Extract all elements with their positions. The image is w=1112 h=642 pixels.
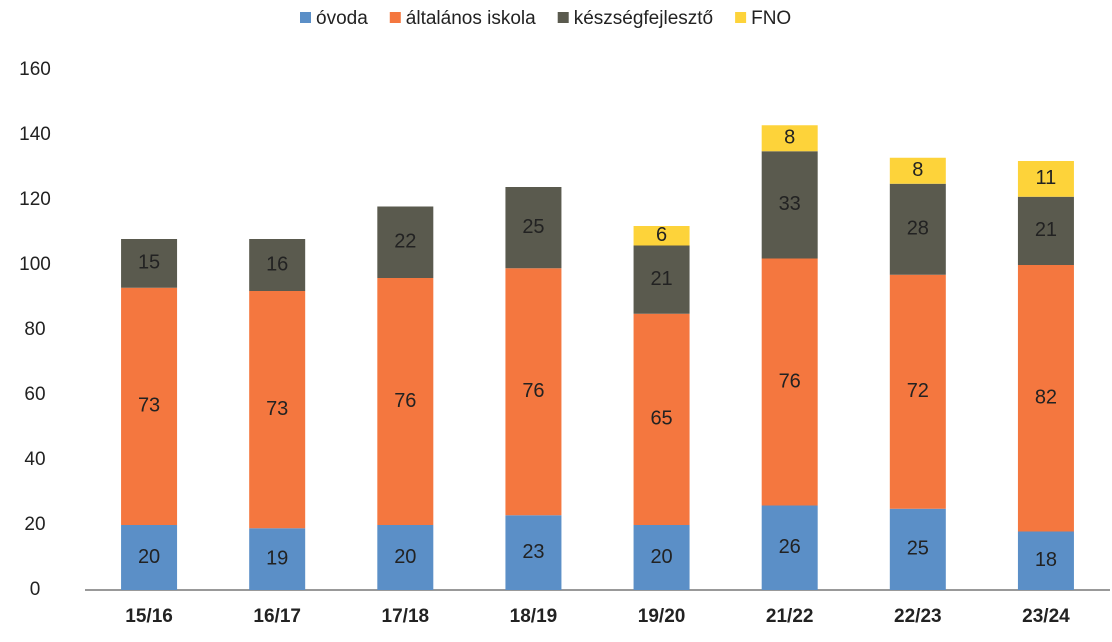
legend-swatch (557, 12, 569, 23)
data-label: 20 (138, 546, 160, 568)
data-label: 76 (394, 390, 416, 412)
data-label: 82 (1035, 387, 1057, 409)
x-tick-label: 16/17 (253, 606, 301, 627)
bar-segment (121, 287, 178, 525)
data-label: 23 (522, 541, 544, 563)
data-label: 25 (907, 538, 929, 560)
data-label: 21 (650, 268, 672, 290)
bar-segment (377, 206, 434, 278)
data-label: 25 (522, 216, 544, 238)
data-label: 8 (784, 127, 795, 149)
legend-label: általános iskola (406, 8, 536, 29)
x-tick-label: 15/16 (125, 606, 173, 627)
legend-label: óvoda (316, 8, 368, 29)
bar-segment (889, 274, 946, 509)
data-label: 16 (266, 253, 288, 275)
y-tick-label: 80 (24, 319, 45, 340)
data-label: 18 (1035, 549, 1057, 571)
legend-label: készségfejlesztő (574, 8, 713, 29)
data-label: 21 (1035, 219, 1057, 241)
y-tick-label: 40 (24, 449, 45, 470)
x-tick-label: 19/20 (638, 606, 686, 627)
x-tick-label: 22/23 (894, 606, 942, 627)
bar-segment (889, 183, 946, 275)
bar-segment (505, 187, 562, 269)
data-label: 20 (394, 546, 416, 568)
bar-segment (1017, 265, 1074, 532)
bar-segment (249, 239, 306, 291)
x-tick-label: 18/19 (510, 606, 558, 627)
legend-label: FNO (751, 8, 791, 29)
bar-segment (889, 157, 946, 184)
bar-segment (761, 125, 818, 152)
data-label: 76 (779, 370, 801, 392)
data-label: 76 (522, 380, 544, 402)
y-tick-label: 0 (30, 579, 41, 600)
data-label: 6 (656, 224, 667, 246)
data-label: 11 (1036, 167, 1057, 189)
data-label: 65 (650, 408, 672, 430)
bar-segment (505, 515, 562, 590)
bar-segment (633, 226, 690, 246)
bar-segment (121, 525, 178, 590)
data-label: 72 (907, 380, 929, 402)
data-label: 22 (394, 231, 416, 253)
y-tick-label: 60 (24, 384, 45, 405)
data-label: 33 (779, 193, 801, 215)
data-label: 28 (907, 218, 929, 240)
bar-segment (249, 528, 306, 590)
bar-segment (377, 278, 434, 525)
y-tick-label: 140 (19, 124, 51, 145)
data-label: 15 (138, 252, 160, 274)
bar-segment (249, 291, 306, 529)
y-tick-label: 160 (19, 59, 51, 80)
data-label: 73 (138, 395, 160, 417)
y-tick-label: 120 (19, 189, 51, 210)
legend-swatch (300, 12, 311, 23)
y-tick-label: 100 (19, 254, 51, 275)
legend-swatch (389, 12, 401, 23)
bar-segment (889, 508, 946, 590)
bar-segment (505, 268, 562, 516)
bar-segment (121, 239, 178, 288)
data-label: 19 (266, 547, 288, 569)
bar-segment (761, 505, 818, 590)
bar-segment (1017, 531, 1074, 590)
bar-segment (633, 525, 690, 590)
bar-segment (761, 258, 818, 506)
x-tick-label: 23/24 (1022, 606, 1070, 627)
legend-swatch (735, 12, 747, 23)
data-label: 26 (779, 536, 801, 558)
bar-segment (1017, 196, 1074, 265)
bar-segment (761, 151, 818, 259)
bar-segment (377, 525, 434, 590)
x-tick-label: 21/22 (766, 606, 814, 627)
x-tick-label: 17/18 (382, 606, 430, 627)
y-tick-label: 20 (24, 514, 45, 535)
data-label: 20 (650, 546, 672, 568)
bar-segment (633, 245, 690, 314)
bar-segment (633, 313, 690, 525)
data-label: 8 (912, 159, 923, 181)
bar-segment (1017, 161, 1074, 197)
data-label: 73 (266, 398, 288, 420)
